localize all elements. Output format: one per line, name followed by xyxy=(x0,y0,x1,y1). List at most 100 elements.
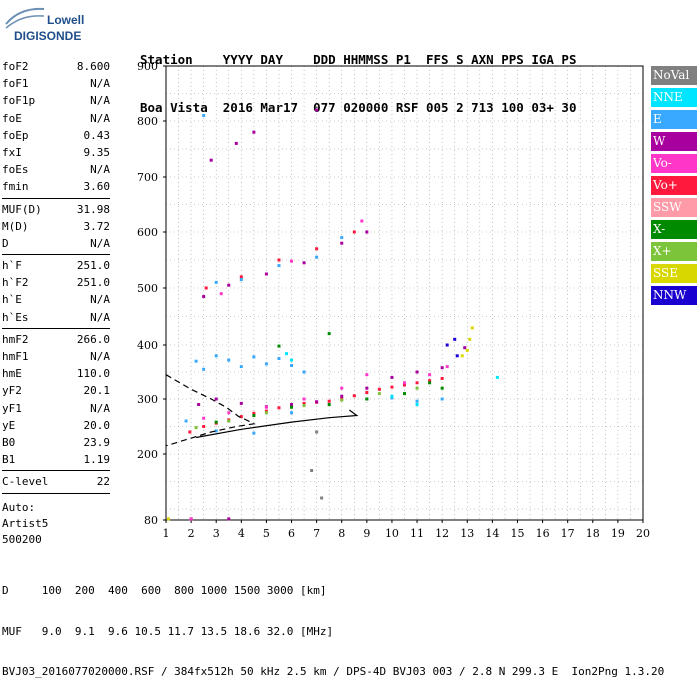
echo-point xyxy=(340,241,344,245)
y-tick-label: 200 xyxy=(137,448,158,461)
echo-point xyxy=(340,386,344,390)
echo-point xyxy=(495,375,499,379)
echo-point xyxy=(239,415,243,419)
echo-point xyxy=(290,259,294,263)
param-name: fmin xyxy=(2,180,29,194)
echo-point xyxy=(202,295,206,299)
param-row: yF1 N/A xyxy=(2,400,110,417)
legend-item: Vo+ xyxy=(651,176,697,195)
param-row: foE N/A xyxy=(2,110,110,127)
param-name: foE xyxy=(2,111,22,125)
echo-point xyxy=(202,114,206,117)
distance-row: D 100 200 400 600 800 1000 1500 3000 [km… xyxy=(2,584,327,597)
echo-point xyxy=(302,404,306,408)
param-name: B0 xyxy=(2,435,16,449)
echo-point xyxy=(428,381,432,385)
legend-item: NNW xyxy=(651,286,697,305)
param-value: 23.9 xyxy=(83,435,111,449)
param-value: 22 xyxy=(96,475,110,489)
echo-point xyxy=(440,397,444,401)
echo-point xyxy=(239,401,243,405)
param-name: foF1 xyxy=(2,77,29,91)
param-value: 9.35 xyxy=(83,145,111,159)
muf-row: MUF 9.0 9.1 9.6 10.5 11.7 13.5 18.6 32.0… xyxy=(2,624,334,638)
param-separator xyxy=(2,254,110,256)
echo-point xyxy=(440,366,444,370)
param-row: foEp 0.43 xyxy=(2,127,110,144)
echo-point xyxy=(252,431,256,435)
y-tick-label: 600 xyxy=(137,226,158,239)
echo-point xyxy=(327,332,331,336)
echo-point xyxy=(340,236,344,240)
param-value: 110.0 xyxy=(76,367,110,381)
param-name: C-level xyxy=(2,475,49,489)
echo-point xyxy=(277,264,281,268)
param-row: hmF1 N/A xyxy=(2,348,110,365)
legend-item: X+ xyxy=(651,242,697,261)
echo-point xyxy=(204,286,208,290)
param-row: yE 20.0 xyxy=(2,417,110,434)
echo-point xyxy=(202,367,206,371)
x-tick-label: 13 xyxy=(460,527,474,540)
param-value: N/A xyxy=(90,293,110,307)
param-value: N/A xyxy=(90,77,110,91)
param-value: 1.19 xyxy=(83,453,111,467)
echo-point xyxy=(188,430,192,434)
param-name: foF1p xyxy=(2,94,36,108)
y-tick-label: 300 xyxy=(137,393,158,406)
param-row: h`Es N/A xyxy=(2,309,110,326)
header-columns: Station YYYY DAY DDD HHMMSS P1 FFS S AXN… xyxy=(140,52,577,67)
y-tick-label: 400 xyxy=(137,339,158,352)
param-row: D N/A xyxy=(2,235,110,252)
echo-point xyxy=(403,392,406,396)
param-value: 8.600 xyxy=(76,60,110,73)
echo-point xyxy=(468,337,472,341)
echo-point xyxy=(315,247,319,251)
echo-point xyxy=(290,364,294,368)
echo-point xyxy=(277,357,281,360)
echo-point xyxy=(214,397,218,401)
echo-point xyxy=(302,397,306,401)
echo-point xyxy=(415,403,419,406)
echo-point xyxy=(390,396,394,400)
echo-point xyxy=(189,517,193,521)
series-sse xyxy=(167,326,474,521)
param-separator xyxy=(2,470,110,472)
echo-point xyxy=(415,381,419,385)
echo-point xyxy=(320,496,324,500)
echo-point xyxy=(252,130,256,134)
echo-point xyxy=(365,386,369,390)
echo-point xyxy=(252,411,256,415)
y-tick-label: 800 xyxy=(137,115,158,128)
echo-point xyxy=(390,385,394,389)
echo-point xyxy=(252,355,256,359)
x-tick-label: 20 xyxy=(636,527,650,540)
logo-brand: Lowell xyxy=(47,13,84,27)
echo-point xyxy=(460,354,464,358)
param-row: h`F2 251.0 xyxy=(2,274,110,291)
param-value: N/A xyxy=(90,163,110,177)
echo-point xyxy=(465,348,469,352)
echo-point xyxy=(315,255,319,259)
echo-point xyxy=(415,399,419,403)
auto-scaling-line: Auto: xyxy=(2,500,36,514)
echo-point xyxy=(234,141,238,145)
x-tick-label: 3 xyxy=(213,527,220,540)
echo-point xyxy=(277,344,281,348)
echo-point xyxy=(327,403,331,406)
x-tick-label: 15 xyxy=(510,527,524,540)
echo-point xyxy=(352,230,356,234)
param-separator xyxy=(2,197,110,199)
param-name: h`F2 xyxy=(2,276,29,290)
param-row: foF1p N/A xyxy=(2,92,110,109)
x-tick-label: 5 xyxy=(263,527,270,540)
param-value: N/A xyxy=(90,310,110,324)
echo-point xyxy=(167,517,171,521)
echo-point xyxy=(214,280,218,284)
legend-item: SSE xyxy=(651,264,697,283)
echo-point xyxy=(194,426,198,430)
y-tick-label: 80 xyxy=(144,514,158,527)
legend-item: SSW xyxy=(651,198,697,217)
echo-point xyxy=(264,362,268,366)
echo-point xyxy=(403,381,406,385)
